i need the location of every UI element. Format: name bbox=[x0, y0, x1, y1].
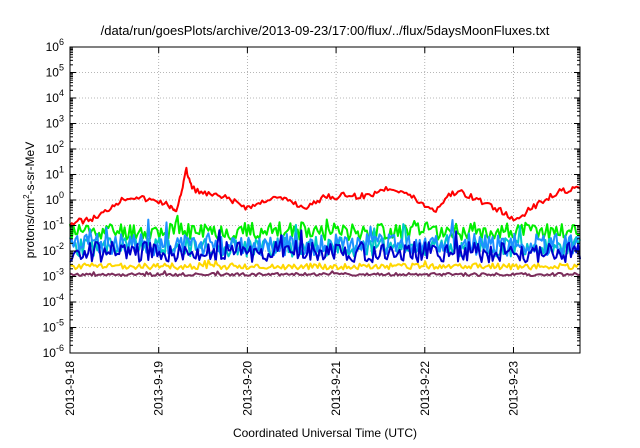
y-tick-label: 103 bbox=[46, 114, 64, 131]
y-tick-label: 100 bbox=[46, 190, 64, 207]
y-axis-label: protons/cm2-s-sr-MeV bbox=[22, 142, 37, 258]
y-tick-label: 106 bbox=[46, 37, 64, 54]
y-tick-label: 104 bbox=[46, 88, 64, 105]
chart-title: /data/run/goesPlots/archive/2013-09-23/1… bbox=[101, 23, 550, 38]
y-tick-label: 10-4 bbox=[43, 292, 64, 309]
y-tick-label: 10-3 bbox=[43, 267, 64, 284]
series-line bbox=[69, 259, 581, 271]
x-tick-label: 2013-9-20 bbox=[240, 361, 254, 416]
x-tick-label: 2013-9-18 bbox=[63, 361, 77, 416]
y-tick-label: 10-5 bbox=[43, 318, 64, 335]
y-tick-labels: 10-6 10-5 10-4 10-3 10-2 10-1 100 101 102 103 104 1… bbox=[43, 37, 64, 360]
y-axis-label-post: -s-sr-MeV bbox=[23, 142, 37, 195]
x-tick-label: 2013-9-22 bbox=[418, 361, 432, 416]
x-axis-label: Coordinated Universal Time (UTC) bbox=[233, 426, 417, 440]
y-axis-label-sup: 2 bbox=[22, 194, 31, 199]
series-line bbox=[69, 166, 581, 227]
x-tick-label: 2013-9-19 bbox=[152, 361, 166, 416]
y-tick-label: 101 bbox=[46, 165, 64, 182]
y-tick-label: 10-2 bbox=[43, 241, 64, 258]
series-layer bbox=[69, 166, 581, 277]
x-tick-label: 2013-9-23 bbox=[506, 361, 520, 416]
y-tick-label: 102 bbox=[46, 139, 64, 156]
x-tick-label: 2013-9-21 bbox=[329, 361, 343, 416]
ticks bbox=[69, 46, 580, 354]
y-tick-label: 10-1 bbox=[43, 216, 64, 233]
series-line bbox=[69, 270, 581, 277]
series-line bbox=[69, 229, 581, 264]
y-tick-label: 10-6 bbox=[43, 343, 64, 360]
y-axis-label-pre: protons/cm bbox=[23, 199, 37, 258]
series-line bbox=[69, 214, 581, 241]
y-tick-label: 105 bbox=[46, 63, 64, 80]
x-tick-labels: 2013-9-18 2013-9-19 2013-9-20 2013-9-21 2013… bbox=[63, 361, 520, 416]
